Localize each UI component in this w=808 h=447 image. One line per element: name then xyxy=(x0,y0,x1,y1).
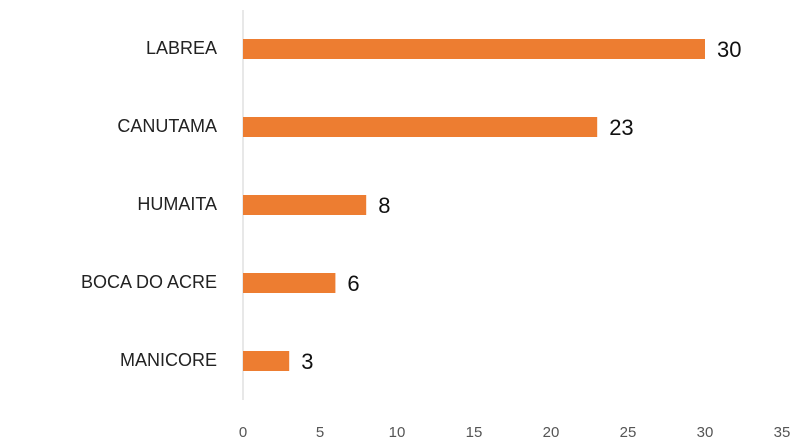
y-tick-label: MANICORE xyxy=(120,350,217,370)
data-label: 3 xyxy=(301,349,313,374)
x-tick-label: 35 xyxy=(774,424,791,441)
bar xyxy=(243,351,290,371)
bar xyxy=(243,117,598,137)
y-tick-label: CANUTAMA xyxy=(117,116,217,136)
x-tick-label: 0 xyxy=(239,424,247,441)
y-tick-label: LABREA xyxy=(146,38,217,58)
data-label: 30 xyxy=(717,37,741,62)
y-tick-label: BOCA DO ACRE xyxy=(81,272,217,292)
bar xyxy=(243,273,336,293)
x-tick-label: 30 xyxy=(697,424,714,441)
x-tick-label: 20 xyxy=(543,424,560,441)
data-label: 6 xyxy=(347,271,359,296)
data-label: 8 xyxy=(378,193,390,218)
data-label: 23 xyxy=(609,115,633,140)
y-tick-label: HUMAITA xyxy=(137,194,217,214)
x-tick-label: 5 xyxy=(316,424,324,441)
x-tick-label: 10 xyxy=(389,424,406,441)
x-tick-label: 15 xyxy=(466,424,483,441)
bar xyxy=(243,39,705,59)
bar xyxy=(243,195,367,215)
x-tick-label: 25 xyxy=(620,424,637,441)
